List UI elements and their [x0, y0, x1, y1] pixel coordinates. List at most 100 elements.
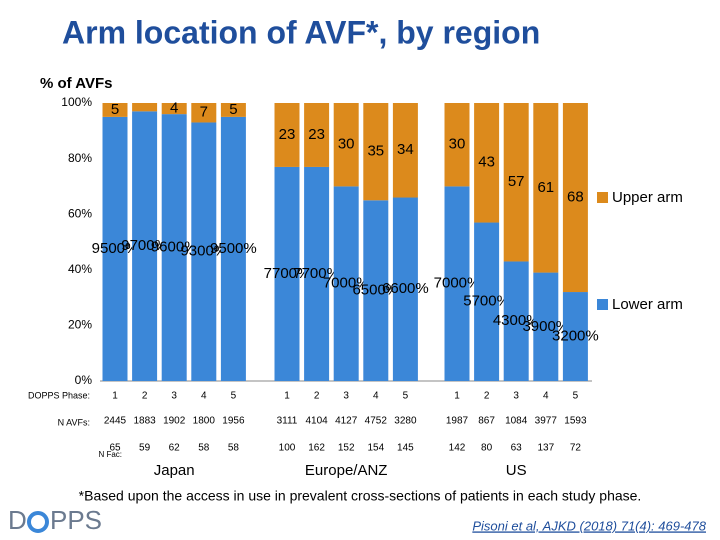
- n-avfs: 3280: [394, 416, 417, 427]
- n-avfs: 1956: [222, 416, 245, 427]
- n-avfs: 4752: [365, 416, 388, 427]
- value-label: 30: [338, 136, 355, 153]
- bar-segment: [444, 186, 470, 381]
- bar-segment: [132, 103, 158, 112]
- value-label: 4300%: [493, 312, 540, 329]
- n-avfs: 1593: [564, 416, 587, 427]
- n-avfs: 1084: [505, 416, 528, 427]
- x-tick-label: 1: [112, 391, 118, 402]
- x-tick-label: 4: [543, 391, 549, 402]
- n-fac: 100: [279, 443, 296, 454]
- n-fac: 152: [338, 443, 355, 454]
- n-avfs: 1883: [133, 416, 156, 427]
- n-fac: 72: [570, 443, 582, 454]
- n-avfs: 1902: [163, 416, 186, 427]
- bar-segment: [533, 272, 559, 381]
- row-label: N Fac:: [98, 450, 122, 459]
- x-tick-label: 1: [284, 391, 290, 402]
- group-label: Japan: [154, 462, 195, 479]
- n-fac: 137: [537, 443, 554, 454]
- value-label: 9500%: [210, 240, 257, 257]
- logo-icon: [27, 511, 49, 533]
- citation: Pisoni et al, AJKD (2018) 71(4): 469-478: [472, 518, 706, 533]
- bar-segment: [444, 103, 470, 187]
- n-fac: 65: [109, 443, 121, 454]
- group-label: Europe/ANZ: [305, 462, 388, 479]
- x-tick-label: 2: [484, 391, 490, 402]
- n-fac: 58: [228, 443, 240, 454]
- bar-segment: [102, 103, 128, 117]
- bar-segment: [474, 222, 500, 381]
- bar-segment: [304, 166, 330, 381]
- value-label: 5700%: [463, 293, 510, 310]
- x-tick-label: 3: [513, 391, 519, 402]
- n-fac: 80: [481, 443, 493, 454]
- x-tick-label: 5: [573, 391, 579, 402]
- value-label: 7: [200, 104, 208, 121]
- bar-segment: [392, 197, 418, 381]
- bar-segment: [562, 103, 588, 293]
- n-fac: 58: [198, 443, 210, 454]
- value-label: 61: [537, 179, 554, 196]
- value-label: 57: [508, 173, 525, 190]
- n-fac: 145: [397, 443, 414, 454]
- legend-label: Upper arm: [612, 189, 683, 206]
- bar-segment: [333, 186, 359, 381]
- n-avfs: 4127: [335, 416, 358, 427]
- n-avfs: 1987: [446, 416, 469, 427]
- value-label: 9300%: [180, 243, 227, 260]
- bar-segment: [132, 111, 158, 381]
- bar-segment: [533, 103, 559, 273]
- x-tick-label: 1: [454, 391, 460, 402]
- legend-label: Lower arm: [612, 296, 683, 313]
- n-avfs: 3111: [277, 416, 298, 427]
- y-tick-label: 0%: [75, 373, 93, 387]
- y-tick-label: 100%: [61, 95, 92, 109]
- bar-segment: [474, 103, 500, 223]
- x-tick-label: 5: [403, 391, 409, 402]
- logo: D PPS: [8, 505, 102, 535]
- row-label: N AVFs:: [58, 417, 90, 427]
- legend-swatch: [597, 192, 608, 203]
- value-label: 3200%: [552, 327, 599, 344]
- bar-segment: [191, 122, 217, 382]
- n-fac: 162: [308, 443, 325, 454]
- value-label: 6500%: [352, 282, 399, 299]
- value-label: 68: [567, 188, 584, 205]
- value-label: 43: [478, 154, 495, 171]
- value-label: 34: [397, 141, 414, 158]
- x-tick-label: 3: [171, 391, 177, 402]
- n-avfs: 4104: [305, 416, 328, 427]
- legend-swatch: [597, 299, 608, 310]
- bar-segment: [220, 103, 246, 117]
- logo-text: PPS: [50, 505, 102, 535]
- y-tick-label: 60%: [68, 206, 92, 220]
- bar-segment: [562, 292, 588, 381]
- bar-segment: [102, 116, 128, 382]
- y-tick-label: 40%: [68, 262, 92, 276]
- value-label: 7700%: [293, 265, 340, 282]
- x-tick-label: 3: [343, 391, 349, 402]
- bar-segment: [363, 200, 389, 381]
- n-avfs: 3977: [535, 416, 558, 427]
- value-label: 6600%: [382, 280, 429, 297]
- chart-title: Arm location of AVF*, by region: [62, 14, 540, 50]
- value-label: 23: [279, 126, 296, 143]
- x-tick-label: 5: [231, 391, 237, 402]
- bar-segment: [274, 103, 300, 167]
- value-label: 9600%: [151, 239, 198, 256]
- x-tick-label: 2: [314, 391, 320, 402]
- n-fac: 154: [367, 443, 384, 454]
- group-label: US: [506, 462, 527, 479]
- bar-segment: [161, 114, 187, 382]
- y-axis-label: % of AVFs: [40, 75, 113, 92]
- bar-segment: [274, 166, 300, 381]
- x-tick-label: 4: [201, 391, 207, 402]
- logo-text: D: [8, 505, 27, 535]
- bar-segment: [503, 103, 529, 262]
- n-fac: 59: [139, 443, 151, 454]
- n-avfs: 2445: [104, 416, 127, 427]
- bar-segment: [161, 103, 187, 115]
- value-label: 7000%: [323, 275, 370, 292]
